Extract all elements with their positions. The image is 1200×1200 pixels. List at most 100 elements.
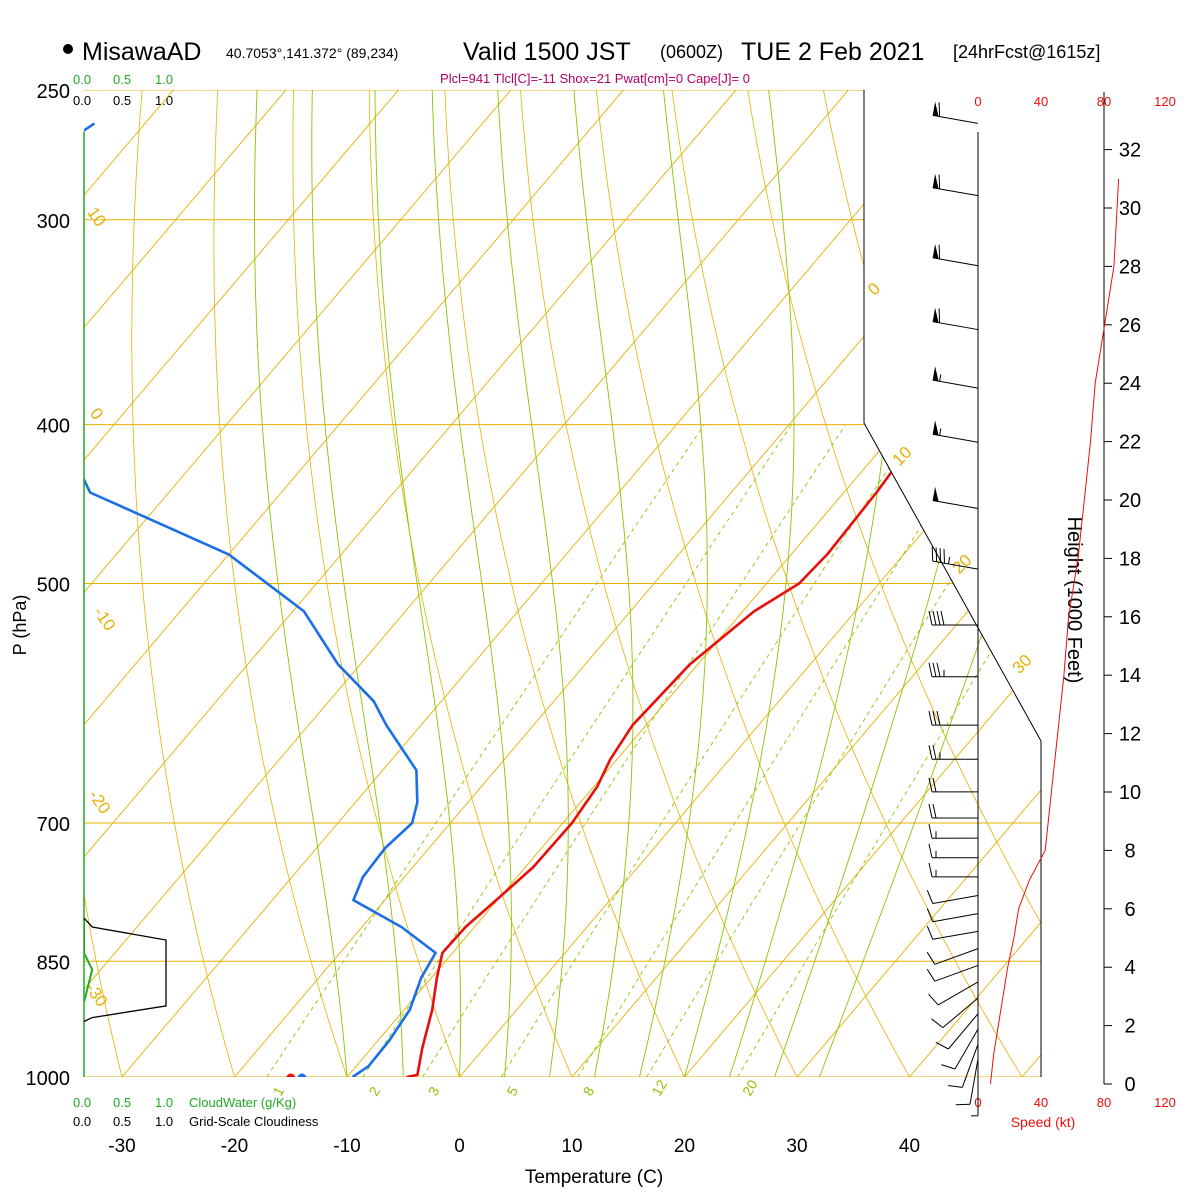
cloud-scale-top-0: 0.0 [73, 72, 91, 87]
height-label-20: 20 [1119, 490, 1141, 512]
wind-barb [926, 890, 979, 904]
isotherm--30 [121, 90, 1041, 1077]
moist-adiabat-24 [729, 90, 897, 1077]
wind-barb-flag [935, 1041, 949, 1050]
isotherm--120 [84, 90, 258, 1077]
isotherm--90 [84, 90, 596, 1077]
wind-barb-flag [938, 102, 941, 117]
height-label-22: 22 [1119, 432, 1141, 454]
valid-zulu: (0600Z) [660, 42, 723, 62]
cloud-scale-bottom-05: 0.5 [113, 1095, 131, 1110]
pressure-label-400: 400 [37, 416, 70, 438]
dewpoint-line [84, 122, 437, 1077]
dry-adiabat-label-7: 20 [949, 551, 976, 578]
wind-barb-staff [932, 321, 979, 331]
wind-barb [928, 824, 979, 839]
height-label-10: 10 [1119, 782, 1141, 804]
wind-barb-flag [932, 662, 937, 677]
isotherm--130 [84, 90, 146, 1077]
wind-barb [926, 964, 979, 982]
height-axis-title: Height (1000 Feet) [1063, 517, 1085, 684]
temperature-line [406, 122, 1041, 1077]
wind-barb-pennant [932, 173, 939, 189]
moist-adiabat-8 [493, 90, 569, 1077]
dry-adiabat-label-1: 0 [86, 405, 107, 424]
height-label-18: 18 [1119, 548, 1141, 570]
wind-barb-pennant [932, 366, 939, 382]
isotherm-20 [684, 90, 1041, 1077]
wind-barb-flag [955, 1103, 971, 1106]
moist-adiabat-16 [639, 90, 708, 1077]
moist-adiabat-32 [819, 90, 1041, 1077]
speed-profile-layer [990, 178, 1120, 1085]
wind-barb [926, 925, 979, 940]
wind-barb [932, 486, 979, 509]
wind-barb [928, 710, 979, 726]
wind-barb-flag [928, 662, 933, 677]
temperature-label--20: -20 [221, 1136, 248, 1157]
speed-scale-bottom-120: 120 [1154, 1095, 1176, 1110]
wind-barb-staff [932, 114, 979, 124]
wind-barb [971, 1069, 979, 1117]
dry-adiabat-label-5: 0 [864, 279, 884, 299]
wind-barb-staff [934, 964, 979, 982]
wind-barb-staff [932, 187, 979, 197]
wind-barb-staff [969, 1058, 979, 1105]
wind-barb [932, 307, 979, 331]
wind-barb-flag [943, 548, 945, 564]
dry-adiabat-label-6: 10 [889, 443, 916, 470]
dry-adiabat--10 [213, 90, 348, 1077]
moist-adiabat-12 [565, 90, 634, 1077]
height-label-8: 8 [1124, 840, 1135, 862]
wind-barb-flag [938, 308, 941, 323]
dry-adiabat-10 [368, 90, 573, 1077]
cloudiness-profile [83, 917, 167, 1023]
mixing-ratio-line-8 [577, 424, 986, 1077]
dry-adiabat--30 [84, 90, 126, 1077]
wind-barb-flag [931, 1018, 944, 1028]
isotherm-30 [796, 90, 1041, 1077]
mixing-ratio-label-12: 12 [648, 1077, 670, 1099]
temperature-label-0: 0 [454, 1136, 465, 1157]
moist-adiabat--10 [254, 90, 348, 1077]
pressure-label-700: 700 [37, 814, 70, 836]
wind-barb-flag [928, 993, 939, 1006]
wind-barb-flag [931, 546, 934, 562]
wind-barb-flag [926, 890, 934, 904]
wind-barb-flag [939, 548, 942, 563]
wind-barb [941, 1028, 979, 1070]
wind-barb-staff [932, 930, 979, 940]
wind-barb [928, 803, 979, 819]
wind-barb-half-flag [939, 428, 942, 436]
temperature-label--10: -10 [333, 1136, 360, 1157]
wind-barb-staff [948, 1013, 979, 1050]
wind-barb-staff [954, 1028, 979, 1070]
height-label-0: 0 [1124, 1074, 1135, 1096]
cloud-water-label: CloudWater (g/Kg) [189, 1095, 296, 1110]
dry-adiabat--40 [0, 0, 60, 1077]
mixing-ratio-label-3: 3 [425, 1084, 443, 1099]
temperature-label-20: 20 [674, 1136, 695, 1157]
wind-barb-staff [961, 1044, 979, 1088]
moist-adiabat-0 [374, 90, 462, 1077]
dry-adiabat-20 [442, 90, 685, 1077]
wind-barb [932, 173, 979, 197]
wind-barb-flag [928, 777, 933, 793]
wind-barb-flag [928, 710, 933, 726]
wind-barb-flag [926, 951, 936, 965]
wind-barb [932, 420, 979, 443]
wind-barb [928, 862, 979, 878]
wind-barb-staff [932, 433, 979, 443]
dry-adiabat--20 [131, 90, 235, 1077]
isotherm--110 [84, 90, 371, 1077]
mixing-ratio-label-2: 2 [365, 1084, 383, 1099]
moist-adiabat--5 [311, 90, 404, 1077]
wind-barb-pennant [932, 307, 939, 323]
wind-barb-staff [937, 981, 979, 1006]
moist-adiabat-28 [774, 90, 1018, 1077]
cloudiness-label: Grid-Scale Cloudiness [189, 1114, 319, 1129]
wind-barb-half-flag [948, 556, 951, 564]
cloudiness-scale-top-0: 0.0 [73, 93, 91, 108]
wind-barb-flag [938, 244, 941, 260]
